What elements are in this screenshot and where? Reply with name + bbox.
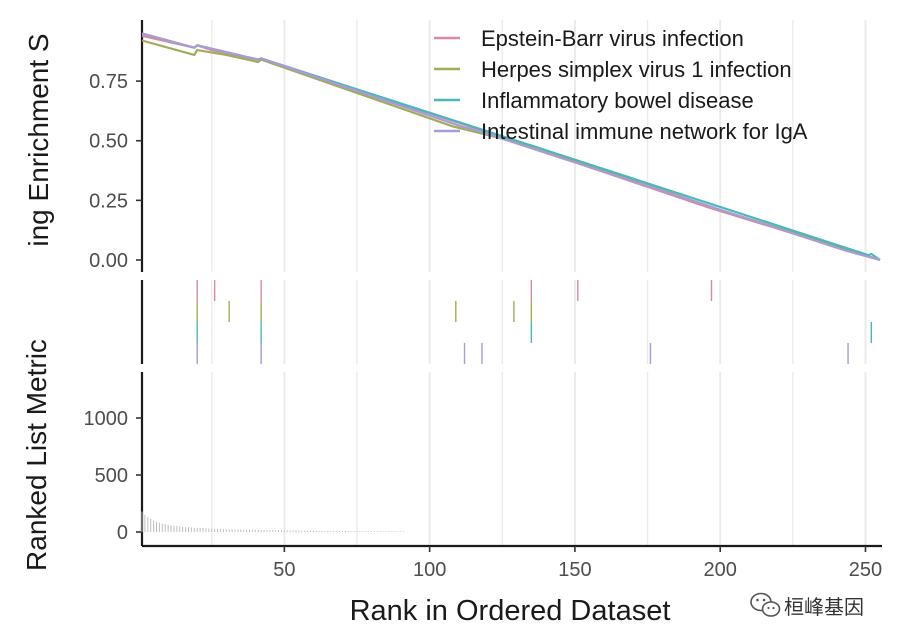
- x-tick-label: 200: [704, 559, 737, 581]
- y-tick-label: 0.75: [89, 71, 128, 93]
- y-tick-label: 0: [117, 522, 128, 544]
- ranked-metric-panel: 0 500 1000 50 100 150 200 250 Ranked List Metr…: [21, 339, 882, 627]
- legend-label: Inflammatory bowel disease: [481, 88, 754, 113]
- x-axis-label: Rank in Ordered Dataset: [350, 595, 671, 627]
- ranked-metric-y-ticks: 0 500 1000: [84, 408, 142, 544]
- watermark: 桓峰基因: [750, 592, 864, 619]
- y-tick-label: 0.00: [89, 250, 128, 272]
- y-tick-label: 0.25: [89, 190, 128, 212]
- hit-panel: [140, 280, 872, 364]
- hit-gridlines: [211, 280, 867, 364]
- y-tick-label: 500: [95, 465, 128, 487]
- x-tick-label: 150: [558, 559, 591, 581]
- x-ticks: 50 100 150 200 250: [273, 546, 882, 581]
- hit-marks: [196, 280, 872, 364]
- legend: Epstein-Barr virus infection Herpes simpl…: [434, 26, 808, 144]
- legend-label: Herpes simplex virus 1 infection: [481, 57, 792, 82]
- watermark-text: 桓峰基因: [784, 596, 864, 619]
- y-tick-label: 0.50: [89, 131, 128, 153]
- legend-label: Intestinal immune network for IgA: [481, 119, 808, 144]
- wechat-icon: [750, 592, 781, 617]
- ranked-metric-bars: [141, 511, 404, 532]
- enrichment-y-axis-label: ing Enrichment S: [23, 33, 54, 246]
- legend-label: Epstein-Barr virus infection: [481, 26, 744, 51]
- x-tick-label: 100: [413, 559, 446, 581]
- series-line-4: [141, 32, 881, 262]
- enrichment-series: [141, 32, 881, 262]
- enrichment-y-ticks: 0.00 0.25 0.50 0.75: [89, 71, 142, 272]
- x-tick-label: 250: [849, 559, 882, 581]
- enrichment-panel: 0.00 0.25 0.50 0.75 ing Enrichment S: [23, 20, 881, 272]
- x-tick-label: 50: [273, 559, 295, 581]
- y-tick-label: 1000: [84, 408, 129, 430]
- ranked-metric-y-axis-label: Ranked List Metric: [21, 339, 52, 571]
- ranked-metric-gridlines: [211, 372, 867, 546]
